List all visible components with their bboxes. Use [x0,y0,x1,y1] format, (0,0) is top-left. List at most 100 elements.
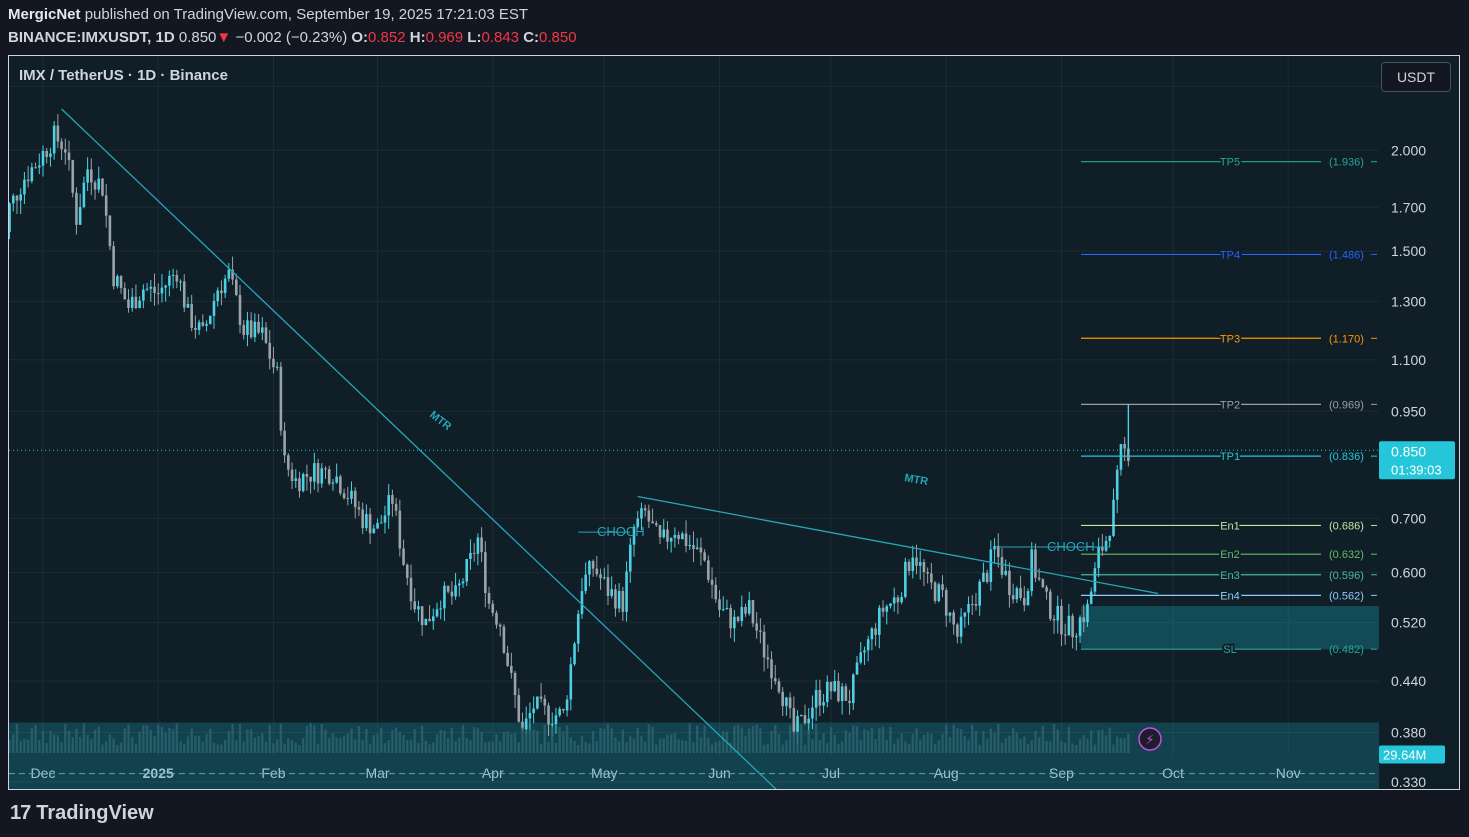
candle-body [272,358,275,368]
volume-bar [439,729,442,753]
volume-bar [175,723,179,753]
volume-bar [1119,738,1123,753]
last-price-tag-value: 0.850 [1391,443,1426,459]
candle-body [93,182,97,190]
countdown-timer: 01:39:03 [1391,462,1442,477]
candle-body [1026,591,1030,606]
candle-body [941,584,944,591]
candle-body [513,672,517,696]
price-chart[interactable]: 2.4002.0001.7001.5001.3001.1000.9500.700… [9,56,1459,789]
volume-bar [1101,729,1104,753]
volume-bar [223,739,227,753]
volume-bar [974,730,978,753]
volume-bar [733,725,736,753]
candle-body [829,681,833,692]
candle-body [625,571,628,612]
volume-bar [420,725,424,753]
candle-body [978,581,981,606]
trendline-label-1: MTR [427,409,453,433]
candle-body [86,169,89,183]
volume-bar [78,737,82,753]
candle-body [290,469,294,481]
candle-body [643,508,647,511]
candle-body [636,518,640,527]
candle-body [1019,588,1022,598]
candle-body [435,609,439,617]
volume-bar [424,740,428,753]
candle-body [922,562,926,573]
volume-bar [710,744,714,753]
candle-body [376,523,379,529]
volume-bar [409,739,413,753]
candle-body [926,572,929,574]
volume-bar [372,735,376,753]
candle-body [651,521,654,524]
candle-body [963,612,967,617]
candle-body [168,275,171,286]
level-value-tp2: (0.969) [1329,399,1364,411]
candle-body [904,561,907,597]
x-tick-label: May [591,765,617,781]
candle-body [562,708,565,711]
volume-bar [1026,744,1030,753]
volume-bar [432,742,435,753]
candle-body [465,558,469,582]
volume-bar [636,727,639,753]
volume-bar [800,724,803,753]
candle-body [305,473,309,477]
level-name-en1: En1 [1220,520,1240,532]
author-name[interactable]: MergicNet [8,6,81,23]
volume-bar [852,725,855,753]
volume-bar [1037,737,1041,753]
volume-bar [1127,733,1130,753]
candle-body [1127,448,1130,462]
candle-body [476,537,480,554]
candle-body [227,269,231,279]
candle-body [1115,469,1119,500]
candle-body [112,246,115,287]
volume-bar [394,727,398,753]
candle-body [528,712,532,719]
candle-body [825,681,829,703]
trendline-mtr-2 [637,495,1159,595]
candle-body [550,724,554,726]
volume-bar [15,723,19,753]
candle-body [1075,636,1078,638]
y-tick-label: 0.380 [1391,725,1426,741]
candle-body [142,289,145,301]
volume-bar [554,742,558,753]
candle-body [186,303,190,308]
candle-body [736,616,740,621]
volume-bar [484,742,487,753]
y-tick-label: 0.330 [1391,774,1426,789]
currency-button[interactable]: USDT [1381,62,1451,92]
candle-body [510,665,513,673]
volume-bar [907,743,911,753]
candle-body [591,561,595,569]
candle-body [959,616,963,637]
chart-panel[interactable]: 2.4002.0001.7001.5001.3001.1000.9500.700… [8,55,1460,790]
volume-bar [242,741,245,753]
x-tick-label: Nov [1276,765,1301,781]
candle-body [628,544,632,572]
volume-bar [539,743,543,753]
candle-body [944,590,948,616]
level-value-sl: (0.482) [1329,644,1364,656]
candle-body [792,708,796,732]
candle-body [275,366,279,368]
volume-bar [268,724,271,753]
volume-bar [818,740,822,753]
volume-bar [480,731,483,753]
candle-body [602,577,606,579]
volume-bar [1112,744,1115,753]
volume-bar [536,730,539,753]
candle-body [327,469,331,484]
candle-body [655,523,658,526]
footer-brand[interactable]: 17 TradingView [10,802,154,825]
candle-body [1004,570,1008,575]
volume-bar [993,733,996,753]
candle-body [454,585,457,597]
choch-label-2: CHOCH [1047,539,1095,554]
candle-body [595,568,599,575]
volume-bar [558,727,561,753]
